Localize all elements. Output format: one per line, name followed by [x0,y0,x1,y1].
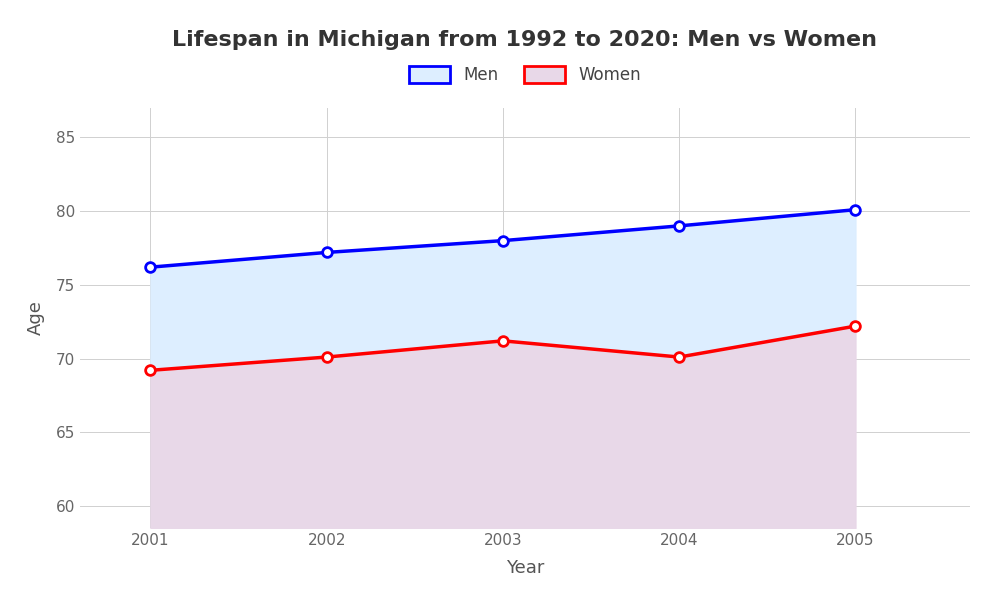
Legend: Men, Women: Men, Women [400,58,650,92]
X-axis label: Year: Year [506,559,544,577]
Title: Lifespan in Michigan from 1992 to 2020: Men vs Women: Lifespan in Michigan from 1992 to 2020: … [173,29,878,49]
Y-axis label: Age: Age [27,301,45,335]
